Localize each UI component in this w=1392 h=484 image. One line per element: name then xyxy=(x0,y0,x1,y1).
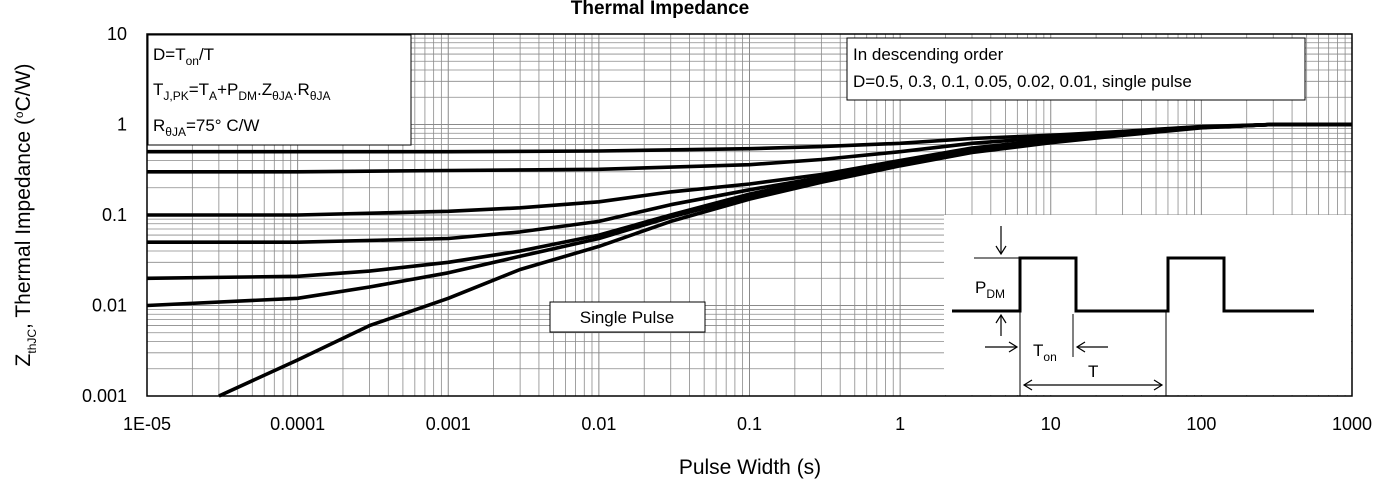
period-arrowhead-left xyxy=(1022,379,1033,391)
order-legend-heading: In descending order xyxy=(853,45,1004,64)
period-arrowhead-right xyxy=(1153,379,1164,391)
single-pulse-label-box: Single Pulse xyxy=(549,301,706,333)
x-tick-label: 0.001 xyxy=(426,414,471,434)
y-tick-labels: 0.001 0.01 0.1 1 10 xyxy=(82,24,127,406)
x-tick-label: 0.1 xyxy=(737,414,762,434)
period-label: T xyxy=(1088,362,1098,381)
order-legend-frame xyxy=(846,37,1306,101)
waveform-inset-background xyxy=(944,215,1351,395)
y-tick-label: 0.001 xyxy=(82,386,127,406)
x-tick-label: 0.0001 xyxy=(270,414,325,434)
y-tick-label: 0.01 xyxy=(92,296,127,316)
pulse-waveform xyxy=(952,256,1314,313)
series-line xyxy=(218,122,1352,398)
pdm-arrowhead-top xyxy=(995,245,1007,256)
pdm-arrowhead-bottom xyxy=(995,313,1007,324)
single-pulse-label-frame xyxy=(549,301,706,333)
data-series-group xyxy=(146,122,1352,398)
y-axis-symbol: Z xyxy=(12,353,35,366)
y-tick-label: 0.1 xyxy=(102,205,127,225)
y-axis-label: ZthJC, Thermal Impedance (oC/W) xyxy=(12,64,39,367)
order-legend-box: In descending order D=0.5, 0.3, 0.1, 0.0… xyxy=(846,37,1306,101)
pdm-label: PDM xyxy=(975,278,1005,301)
y-axis-unit: C/W) xyxy=(12,64,35,112)
x-tick-label: 1E-05 xyxy=(123,414,171,434)
x-tick-label: 1 xyxy=(895,414,905,434)
ton-arrowhead-left xyxy=(1008,341,1019,353)
plot-frame xyxy=(146,33,1353,397)
x-tick-label: 100 xyxy=(1186,414,1216,434)
thermal-resistance-value: RθJA=75° C/W xyxy=(153,116,259,139)
x-tick-label: 10 xyxy=(1041,414,1061,434)
formula-box: D=Ton/T TJ,PK=TA+PDM.ZθJA.RθJA RθJA=75° … xyxy=(147,34,412,146)
y-axis-text: , Thermal Impedance ( xyxy=(12,118,35,329)
y-tick-label: 10 xyxy=(107,24,127,44)
x-tick-label: 1000 xyxy=(1332,414,1372,434)
y-axis-symbol-sub: thJC xyxy=(25,329,39,354)
duty-cycle-definition: D=Ton/T xyxy=(153,45,214,68)
ton-arrowhead-right xyxy=(1075,341,1086,353)
order-legend-values: D=0.5, 0.3, 0.1, 0.05, 0.02, 0.01, singl… xyxy=(853,72,1192,91)
x-tick-labels: 1E-05 0.0001 0.001 0.01 0.1 1 10 100 1000 xyxy=(123,414,1372,434)
chart-title: Thermal Impedance xyxy=(571,0,749,19)
single-pulse-label: Single Pulse xyxy=(580,308,675,327)
peak-temperature-formula: TJ,PK=TA+PDM.ZθJA.RθJA xyxy=(153,80,331,103)
ton-label: Ton xyxy=(1033,341,1057,364)
y-axis-degree: o xyxy=(12,111,26,118)
formula-box-frame xyxy=(147,34,412,146)
y-tick-label: 1 xyxy=(117,115,127,135)
pulse-waveform-inset: PDM Ton T xyxy=(944,215,1351,396)
x-tick-label: 0.01 xyxy=(581,414,616,434)
x-axis-label: Pulse Width (s) xyxy=(679,456,821,479)
